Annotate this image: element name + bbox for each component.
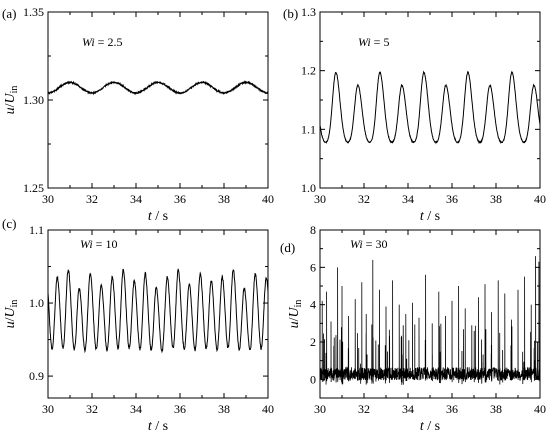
panel-label: (b) [283, 6, 298, 21]
x-tick-label: 30 [314, 402, 326, 416]
y-tick-label: 1.25 [23, 181, 44, 195]
series-line [320, 70, 540, 145]
x-axis-label: t / s [148, 419, 168, 434]
panel-b: 30 32 34 36 38 40 1.0 1.1 1.2 1.3(b) Wi = 5 t / s [283, 5, 546, 224]
y-tick-label: 1.2 [301, 64, 316, 78]
x-tick-label: 30 [42, 402, 54, 416]
x-tick-label: 32 [86, 402, 98, 416]
x-tick-label: 34 [402, 402, 414, 416]
y-tick-label: 0.9 [29, 369, 44, 383]
y-tick-label: 1.35 [23, 5, 44, 19]
y-tick-label: 1.30 [23, 93, 44, 107]
wi-annotation: Wi = 2.5 [82, 35, 122, 49]
x-tick-label: 34 [130, 192, 142, 206]
x-tick-label: 36 [446, 402, 458, 416]
x-axis-label: t / s [148, 209, 168, 224]
panel-label: (a) [2, 6, 16, 21]
y-tick-label: 1.1 [301, 122, 316, 136]
x-tick-label: 30 [314, 192, 326, 206]
x-tick-label: 34 [402, 192, 414, 206]
y-tick-label: 1.0 [301, 181, 316, 195]
x-tick-label: 38 [218, 192, 230, 206]
y-axis-label: u/Uin [3, 300, 20, 329]
x-tick-label: 30 [42, 192, 54, 206]
y-tick-label: 2 [310, 335, 316, 349]
x-tick-label: 38 [490, 192, 502, 206]
series-line [48, 80, 268, 96]
x-tick-label: 36 [174, 402, 186, 416]
x-tick-label: 40 [262, 402, 274, 416]
x-tick-label: 32 [358, 192, 370, 206]
y-tick-label: 4 [310, 298, 316, 312]
panel-a: 30 32 34 36 38 40 1.25 1.30 1.35 (a) Wi = 2.5 t / s… [2, 5, 274, 224]
x-tick-label: 40 [534, 402, 546, 416]
x-tick-label: 40 [534, 192, 546, 206]
series-line [48, 268, 268, 354]
y-axis-label: u/Uin [287, 300, 304, 329]
panel-label: (c) [2, 216, 16, 231]
x-axis-label: t / s [420, 419, 440, 434]
y-tick-label: 1.1 [29, 223, 44, 237]
x-tick-label: 38 [218, 402, 230, 416]
panel-d: 30 32 34 36 38 40 0 2 4 6 8 (d) Wi = 30 t / s u/Uin [280, 223, 546, 434]
y-tick-label: 1.3 [301, 5, 316, 19]
x-tick-label: 36 [446, 192, 458, 206]
panel-c: 30 32 34 36 38 40 0.9 1.0 1.1 (c) Wi = 10 t / s u/Ui… [2, 216, 274, 434]
series-line [320, 256, 540, 385]
x-axis-label: t / s [420, 209, 440, 224]
plot-frame [47, 229, 269, 399]
panel-label: (d) [280, 240, 295, 255]
x-tick-label: 32 [86, 192, 98, 206]
y-tick-label: 8 [310, 223, 316, 237]
plot-frame [47, 11, 269, 189]
y-tick-label: 1.0 [29, 296, 44, 310]
wi-annotation: Wi = 10 [80, 237, 117, 251]
y-tick-label: 0 [310, 372, 316, 386]
x-tick-label: 32 [358, 402, 370, 416]
wi-annotation: Wi = 5 [358, 35, 389, 49]
x-tick-label: 40 [262, 192, 274, 206]
plot-frame [319, 11, 541, 189]
y-axis-label: u/Uin [3, 86, 20, 115]
y-tick-label: 6 [310, 260, 316, 274]
x-tick-label: 38 [490, 402, 502, 416]
x-tick-label: 36 [174, 192, 186, 206]
wi-annotation: Wi = 30 [350, 237, 387, 251]
x-tick-label: 34 [130, 402, 142, 416]
